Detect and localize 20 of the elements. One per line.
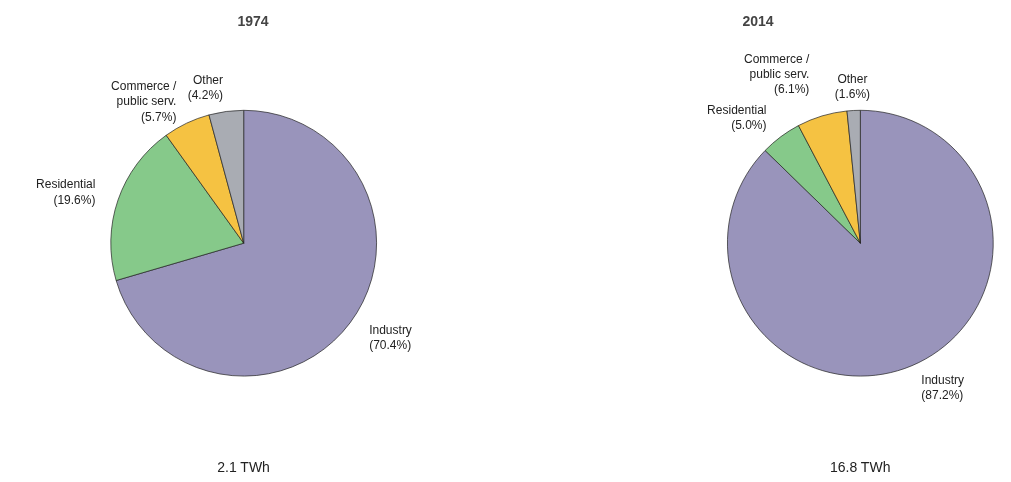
chart-title: 2014 — [742, 12, 774, 29]
data-label: (1.6%) — [834, 87, 871, 102]
slice-label: Residential — [707, 102, 767, 117]
text: 16.8 TWh — [829, 458, 891, 475]
data-label: (5.7%) — [141, 109, 177, 124]
text: 2.1 TWh — [217, 458, 270, 475]
slice-label: Commerce / public serv. — [111, 79, 178, 109]
data-label: (5.0%) — [731, 118, 767, 133]
slice-label: Other — [837, 71, 868, 86]
data-label: (87.2%) — [921, 388, 964, 403]
data-label: (19.6%) — [53, 192, 96, 207]
slice-label: Industry — [921, 373, 964, 388]
chart-title: 1974 — [237, 12, 269, 29]
slice-label: Commerce / public serv. — [744, 51, 811, 81]
data-label: (4.2%) — [187, 88, 224, 103]
slice-label: Residential — [36, 177, 96, 192]
slice-label: Industry — [369, 322, 412, 337]
slice-label: Other — [193, 73, 224, 87]
data-label: (6.1%) — [774, 82, 810, 97]
data-label: (70.4%) — [369, 337, 412, 352]
